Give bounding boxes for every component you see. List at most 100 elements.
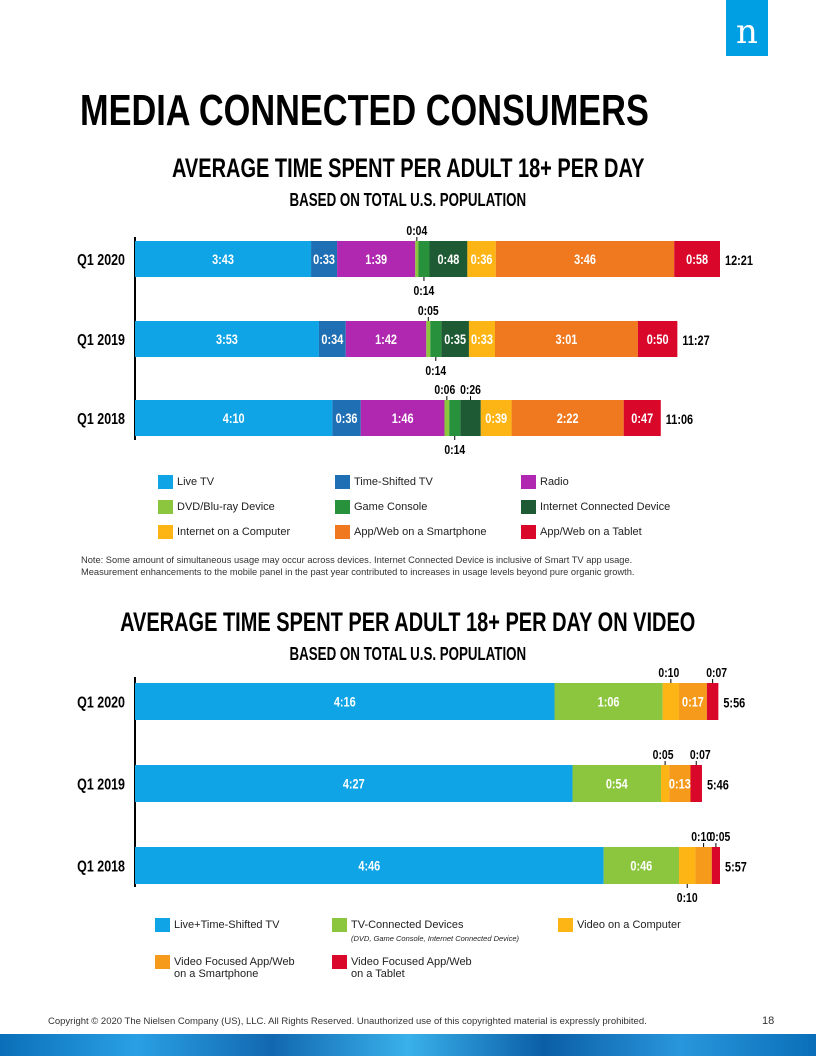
bar-segment [318,321,346,357]
data-label: 0:07 [706,666,727,680]
bar-segment [674,241,720,277]
data-label: 4:10 [223,411,245,427]
total-label: 11:06 [666,412,693,428]
legend-label: Video on a Computer [577,919,681,931]
bar-segment [345,321,427,357]
total-label: 12:21 [725,253,753,269]
data-label: 2:22 [557,411,579,427]
bar-segment [135,321,319,357]
bar-segment [468,321,495,357]
data-label: 0:33 [471,332,493,348]
category-label: Q1 2019 [77,776,125,794]
data-label: 1:39 [365,252,387,268]
chart1-plot: Q1 2020 3:43 0:33 1:39 0:04 0:14 0:48 0:36 3:46 0… [77,224,753,457]
legend-label: App/Web on a Tablet [540,526,642,538]
bar-segment [679,683,707,720]
legend-label: Internet Connected Device [540,501,671,513]
bar-segment [495,241,675,277]
data-label: 3:53 [216,332,238,348]
category-label: Q1 2018 [77,858,125,876]
data-label: 0:06 [434,383,455,397]
data-label: 0:10 [658,666,679,680]
bar-segment [554,683,663,720]
legend-label: Time-Shifted TV [354,476,433,488]
data-label: 4:16 [334,694,356,710]
bar-segment [695,847,712,884]
data-label: 0:10 [691,830,712,844]
data-label: 0:48 [437,252,459,268]
category-label: Q1 2019 [77,332,125,350]
legend-swatch-video-computer [558,918,573,932]
chart2-title: AVERAGE TIME SPENT PER ADULT 18+ PER DAY… [120,607,696,637]
data-label: 1:42 [375,332,397,348]
data-label: 0:39 [485,411,507,427]
bar-segment [426,321,431,357]
total-label: 11:27 [682,333,709,349]
page-number: 18 [762,1015,775,1027]
bar-segment [706,683,719,720]
legend-swatch-live-tv [158,475,173,489]
legend-swatch-video-tablet [332,955,347,969]
data-label: 0:05 [653,748,674,762]
data-label: 0:17 [682,694,704,710]
data-label: 0:14 [414,284,435,298]
legend-swatch-tv-connected [332,918,347,932]
chart2-subtitle: BASED ON TOTAL U.S. POPULATION [289,644,527,664]
bar-segment [495,321,638,357]
category-label: Q1 2018 [77,411,125,429]
note-line: Note: Some amount of simultaneous usage … [81,555,633,565]
legend-label: Live+Time-Shifted TV [174,919,280,931]
data-label: 0:04 [406,224,427,238]
bar-segment [480,400,512,436]
bar-segment [135,400,333,436]
bar-segment [135,765,573,802]
bar-segment [360,400,445,436]
legend-sublabel: (DVD, Game Console, Internet Connected D… [351,934,519,943]
legend-label: on a Tablet [351,968,405,980]
data-label: 0:46 [630,858,652,874]
data-label: 0:50 [647,332,669,348]
bar-segment [460,400,481,436]
legend-swatch-time-shifted-tv [335,475,350,489]
legend-swatch-game-console [335,500,350,514]
legend-label: Live TV [177,476,215,488]
bar-segment [311,241,338,277]
chart1-subtitle: BASED ON TOTAL U.S. POPULATION [289,190,527,210]
data-label: 0:07 [690,748,711,762]
data-label: 0:05 [709,830,730,844]
legend-swatch-tablet [521,525,536,539]
bar-segment [418,241,430,277]
bar-segment [662,683,680,720]
total-label: 5:57 [725,859,747,875]
data-label: 0:36 [471,252,493,268]
bar-segment [429,241,468,277]
data-label: 0:05 [418,304,439,318]
bar-segment [332,400,361,436]
nielsen-logo: n [726,0,768,56]
total-label: 5:46 [707,777,729,793]
legend-swatch-smartphone [335,525,350,539]
legend-swatch-video-smartphone [155,955,170,969]
bar-segment [441,321,469,357]
bar-segment [430,321,442,357]
legend-swatch-internet-connected-device [521,500,536,514]
bar-segment [572,765,662,802]
chart2-legend: Live+Time-Shifted TV TV-Connected Device… [155,917,715,987]
legend-label: DVD/Blu-ray Device [177,501,275,513]
legend-label: Radio [540,476,569,488]
bar-segment [135,683,555,720]
bar-segment [637,321,678,357]
data-label: 0:47 [631,411,653,427]
bar-segment [661,765,670,802]
bar-segment [135,847,604,884]
data-label: 1:46 [392,411,414,427]
data-label: 0:34 [321,332,343,348]
bar-segment [337,241,416,277]
legend-label: TV-Connected Devices [351,919,464,931]
data-label: 3:46 [574,252,596,268]
category-label: Q1 2020 [77,252,125,270]
data-label: 0:54 [606,776,628,792]
bar-segment [623,400,661,436]
data-label: 4:27 [343,776,365,792]
